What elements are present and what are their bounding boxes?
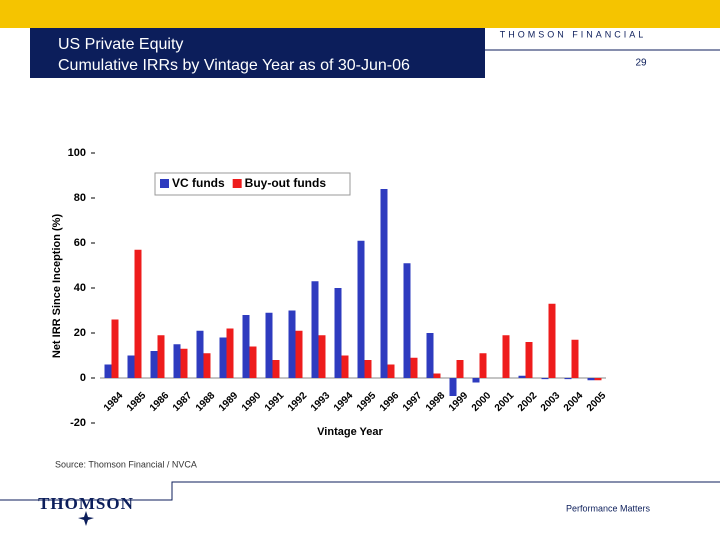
legend-swatch — [232, 179, 242, 188]
legend-swatch — [160, 179, 169, 188]
y-tick-label: 60 — [74, 237, 86, 249]
bar — [249, 346, 257, 378]
x-tick-label: 1987 — [171, 390, 195, 414]
bar — [150, 351, 158, 378]
bar — [594, 378, 602, 381]
bar — [357, 240, 365, 378]
x-tick-label: 1997 — [401, 390, 425, 414]
bar — [571, 339, 579, 378]
x-tick-label: 2003 — [539, 390, 563, 414]
y-tick-label: 0 — [80, 372, 86, 384]
bar — [134, 249, 142, 378]
bar — [334, 288, 342, 378]
x-tick-label: 1996 — [378, 390, 402, 414]
x-tick-label: 2002 — [516, 390, 540, 414]
bar — [295, 330, 303, 378]
bar — [364, 360, 372, 378]
y-axis-title: Net IRR Since Inception (%) — [51, 214, 63, 359]
x-tick-label: 1998 — [424, 390, 448, 414]
x-tick-label: 2001 — [493, 390, 517, 414]
bar — [272, 360, 280, 378]
y-tick-label: -20 — [70, 417, 86, 429]
bar — [387, 364, 395, 378]
x-tick-label: 1992 — [286, 390, 310, 414]
y-tick-label: 80 — [74, 192, 86, 204]
legend-label: VC funds — [172, 176, 225, 190]
bar — [311, 281, 319, 378]
bar — [104, 364, 112, 378]
x-tick-label: 1985 — [125, 390, 149, 414]
y-tick-label: 40 — [74, 282, 86, 294]
subtitle: Cumulative IRRs by Vintage Year as of 30… — [58, 57, 410, 74]
title: US Private Equity — [58, 36, 183, 53]
bar — [180, 348, 188, 378]
logo: THOMSON — [38, 494, 134, 513]
top-band — [0, 0, 720, 28]
x-tick-label: 1991 — [263, 390, 287, 414]
x-tick-label: 1993 — [309, 390, 333, 414]
x-tick-label: 1995 — [355, 390, 379, 414]
legend-box — [154, 172, 351, 196]
x-tick-label: 1984 — [102, 390, 126, 414]
bar — [341, 355, 349, 378]
legend-label: Buy-out funds — [245, 176, 327, 190]
bar — [173, 344, 181, 378]
footer-rule — [0, 481, 720, 501]
page-number: 29 — [635, 58, 647, 69]
bar — [548, 303, 556, 378]
x-tick-label: 1994 — [332, 390, 356, 414]
bar — [318, 335, 326, 378]
bar — [525, 342, 533, 378]
bar — [111, 319, 119, 378]
x-tick-label: 1988 — [194, 390, 218, 414]
bar — [127, 355, 135, 378]
bar — [226, 328, 234, 378]
source: Source: Thomson Financial / NVCA — [55, 459, 197, 469]
x-tick-label: 1986 — [148, 390, 172, 414]
bar — [196, 330, 204, 378]
bar — [518, 375, 526, 378]
bar — [449, 378, 457, 396]
x-tick-label: 1990 — [240, 390, 264, 414]
bar — [479, 353, 487, 378]
bar — [541, 378, 549, 380]
x-tick-label: 2000 — [470, 390, 494, 414]
y-tick-label: 100 — [68, 147, 86, 159]
bar — [502, 335, 510, 378]
company: THOMSON FINANCIAL — [500, 29, 647, 39]
bar — [564, 378, 572, 380]
title-box — [30, 28, 485, 78]
bar — [426, 333, 434, 378]
bar — [456, 360, 464, 378]
x-axis-title: Vintage Year — [317, 426, 383, 438]
bar — [157, 335, 165, 378]
bar — [242, 315, 250, 378]
logo-star — [78, 511, 94, 526]
bar — [410, 357, 418, 378]
bar — [472, 378, 480, 383]
x-tick-label: 2004 — [562, 390, 586, 414]
bar — [380, 189, 388, 378]
bar — [265, 312, 273, 378]
x-tick-label: 1989 — [217, 390, 241, 414]
bar — [288, 310, 296, 378]
bar — [587, 378, 595, 381]
bar — [403, 263, 411, 378]
x-tick-label: 2005 — [585, 390, 609, 414]
y-tick-label: 20 — [74, 327, 86, 339]
bar — [433, 373, 441, 378]
tagline: Performance Matters — [566, 503, 651, 513]
bar — [203, 353, 211, 378]
bar — [219, 337, 227, 378]
